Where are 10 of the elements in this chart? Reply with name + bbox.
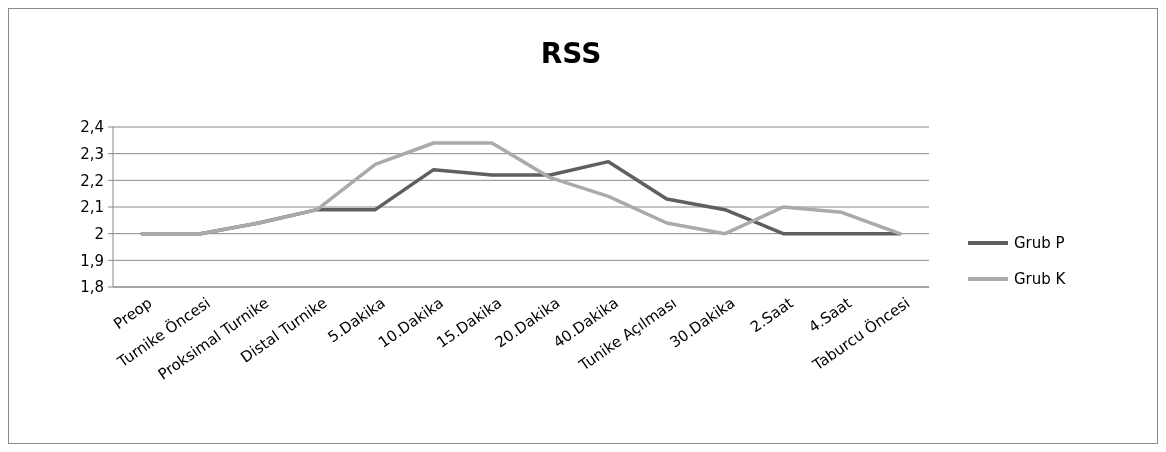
chart-title: RSS	[540, 37, 602, 70]
y-tick-label: 2,1	[80, 198, 104, 217]
y-tick-label: 1,9	[80, 251, 104, 270]
legend-label: Grub K	[1014, 270, 1067, 289]
legend-label: Grub P	[1014, 234, 1065, 253]
y-tick-label: 2,2	[80, 171, 104, 190]
y-tick-label: 1,8	[80, 278, 104, 297]
y-tick-label: 2	[94, 224, 104, 243]
y-tick-label: 2,4	[80, 118, 104, 137]
y-tick-label: 2,3	[80, 144, 104, 163]
